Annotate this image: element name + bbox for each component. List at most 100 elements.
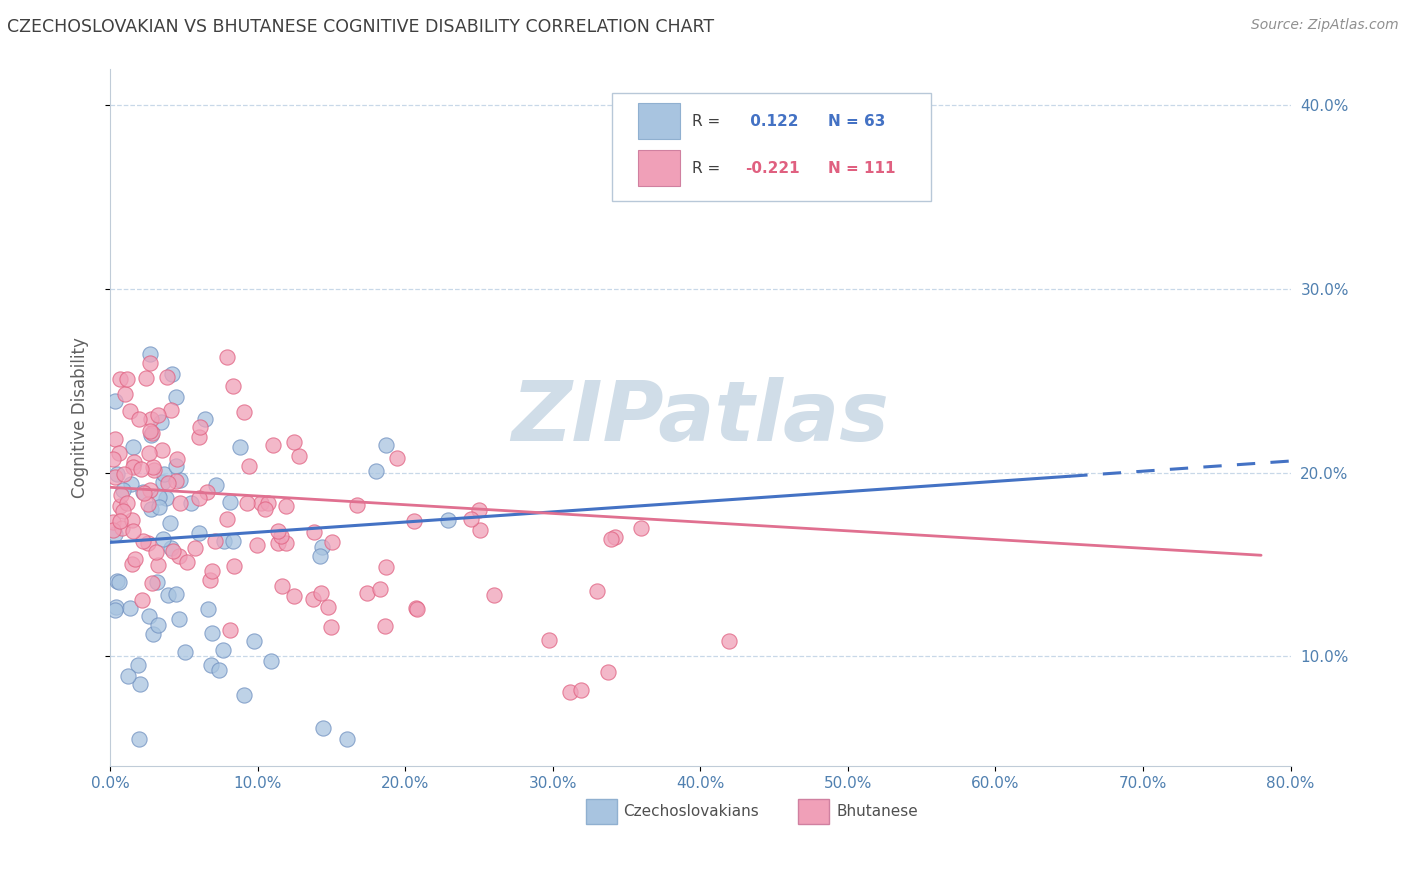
Point	[121, 557, 143, 571]
Point	[101, 516, 124, 530]
Point	[190, 420, 212, 434]
Point	[267, 524, 290, 538]
Point	[228, 440, 250, 454]
Point	[304, 525, 326, 540]
Point	[197, 602, 219, 616]
Point	[139, 483, 162, 497]
Point	[274, 536, 297, 550]
Text: ZIPatlas: ZIPatlas	[512, 377, 889, 458]
Point	[146, 408, 169, 422]
Point	[117, 669, 139, 683]
Point	[603, 530, 626, 544]
Point	[318, 599, 340, 614]
Point	[224, 558, 246, 573]
Point	[336, 731, 359, 746]
Point	[374, 619, 396, 633]
Point	[201, 564, 224, 578]
Point	[596, 665, 619, 680]
Text: R =: R =	[692, 113, 725, 128]
Point	[165, 587, 187, 601]
Point	[308, 549, 330, 564]
Point	[150, 443, 173, 458]
Point	[215, 351, 238, 365]
Point	[165, 390, 187, 404]
Point	[198, 574, 221, 588]
Point	[364, 464, 387, 478]
Point	[200, 658, 222, 673]
Point	[121, 524, 143, 538]
Point	[105, 467, 128, 481]
Point	[111, 483, 134, 498]
FancyBboxPatch shape	[638, 150, 681, 186]
Point	[128, 731, 150, 746]
Point	[132, 486, 155, 500]
Point	[139, 424, 162, 438]
Point	[152, 475, 174, 489]
Point	[136, 497, 159, 511]
Point	[167, 549, 190, 563]
Point	[148, 500, 170, 515]
Point	[468, 523, 491, 537]
Point	[104, 470, 127, 484]
Point	[120, 477, 142, 491]
Point	[115, 372, 138, 386]
Point	[204, 477, 226, 491]
Point	[405, 600, 427, 615]
Point	[124, 552, 146, 566]
Point	[405, 602, 427, 616]
Point	[110, 514, 132, 528]
Point	[159, 516, 181, 530]
Point	[108, 499, 131, 513]
Point	[110, 488, 132, 502]
Text: -0.221: -0.221	[745, 161, 800, 176]
Point	[122, 440, 145, 454]
Point	[368, 582, 391, 597]
Point	[236, 496, 259, 510]
Point	[141, 627, 163, 641]
Point	[105, 600, 128, 615]
Point	[105, 574, 128, 589]
Point	[188, 430, 211, 444]
Point	[108, 446, 131, 460]
FancyBboxPatch shape	[586, 799, 616, 824]
Point	[115, 496, 138, 510]
Point	[718, 634, 741, 648]
Point	[169, 496, 191, 510]
Point	[138, 446, 160, 460]
Point	[254, 502, 277, 516]
Point	[131, 592, 153, 607]
Text: 0.122: 0.122	[745, 113, 799, 128]
Point	[270, 529, 292, 543]
Point	[128, 411, 150, 425]
Point	[188, 526, 211, 541]
Point	[194, 412, 217, 426]
Point	[402, 514, 425, 528]
Point	[208, 663, 231, 677]
Point	[121, 513, 143, 527]
Point	[120, 404, 142, 418]
Point	[267, 536, 290, 550]
Point	[204, 534, 226, 549]
Point	[569, 682, 592, 697]
Point	[103, 394, 125, 409]
Point	[101, 451, 124, 466]
Point	[141, 576, 163, 591]
Text: Czechoslovakians: Czechoslovakians	[624, 805, 759, 820]
Point	[132, 485, 155, 500]
Point	[176, 555, 198, 569]
Point	[467, 503, 489, 517]
Point	[374, 438, 396, 452]
Point	[156, 369, 179, 384]
Point	[166, 452, 188, 467]
Point	[195, 485, 218, 500]
Point	[135, 371, 157, 385]
Point	[460, 512, 482, 526]
Point	[104, 526, 127, 541]
Point	[484, 588, 506, 602]
Point	[374, 560, 396, 574]
Point	[110, 372, 132, 386]
Point	[165, 474, 187, 488]
Point	[321, 534, 343, 549]
Point	[630, 521, 652, 535]
Point	[141, 425, 163, 440]
